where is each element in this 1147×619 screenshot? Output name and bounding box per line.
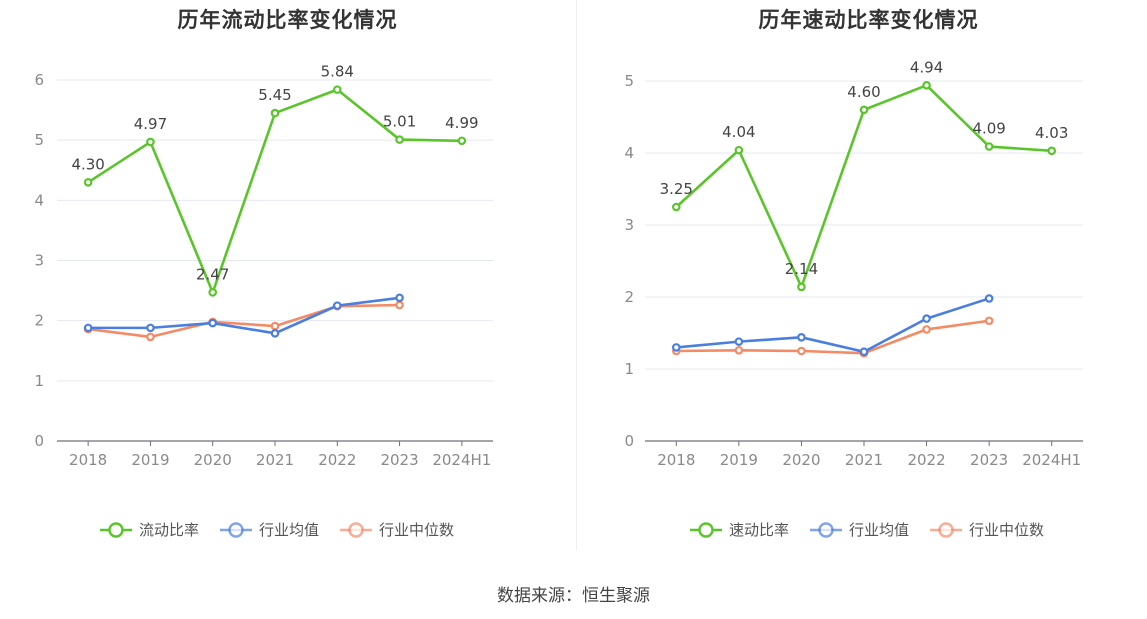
data-label: 4.09 — [972, 120, 1005, 138]
y-tick-label: 2 — [34, 312, 44, 330]
data-point — [734, 145, 744, 155]
y-tick-label: 5 — [624, 72, 634, 90]
data-point — [797, 282, 806, 292]
x-tick-label: 2020 — [194, 451, 232, 469]
legend-swatch-marker — [698, 522, 714, 538]
data-source-note: 数据来源：恒生聚源 — [497, 586, 650, 606]
data-point — [922, 325, 931, 334]
x-tick-label: 2021 — [845, 451, 883, 469]
data-label: 4.99 — [445, 114, 478, 132]
chart-panel-current-ratio: 历年流动比率变化情况 0 1 2 3 4 5 6 2018 2019 2020 2021 2022 20… — [0, 0, 575, 560]
data-label: 5.01 — [383, 113, 416, 131]
y-tick-label: 5 — [34, 131, 44, 149]
x-tick-label: 2023 — [970, 451, 1008, 469]
y-tick-label: 1 — [34, 372, 44, 390]
data-point — [395, 293, 404, 303]
data-label: 4.94 — [910, 58, 943, 76]
data-point — [797, 333, 806, 342]
legend-label: 行业均值 — [849, 521, 909, 539]
data-point — [270, 329, 280, 338]
data-point — [859, 105, 869, 115]
x-tick-label: 2018 — [69, 451, 107, 469]
y-tick-label: 0 — [624, 432, 634, 450]
y-tick-label: 2 — [624, 288, 634, 306]
data-point — [859, 347, 869, 357]
legend-label: 行业均值 — [259, 521, 319, 539]
y-tick-label: 4 — [624, 144, 634, 162]
data-point — [208, 288, 218, 297]
data-point — [1047, 146, 1057, 156]
legend-swatch-marker — [938, 522, 954, 538]
legend-swatch-marker — [228, 522, 244, 538]
data-point — [146, 323, 155, 333]
data-label: 5.45 — [258, 86, 291, 104]
legend-swatch-marker — [818, 522, 834, 538]
x-tick-label: 2021 — [256, 451, 294, 469]
data-point — [671, 202, 681, 212]
legend-label: 速动比率 — [729, 521, 789, 539]
data-point — [457, 136, 467, 146]
data-point — [270, 321, 280, 331]
data-point — [208, 318, 218, 328]
data-point — [734, 337, 744, 346]
data-point — [146, 137, 155, 147]
panel-divider — [576, 0, 577, 550]
legend-swatch-marker — [108, 522, 124, 538]
chart-title: 历年流动比率变化情况 — [177, 8, 398, 32]
data-label: 4.60 — [847, 83, 880, 101]
data-point — [83, 323, 93, 333]
data-point — [270, 108, 280, 118]
data-label: 3.25 — [660, 180, 693, 198]
data-point — [922, 314, 931, 323]
x-tick-label: 2023 — [380, 451, 418, 469]
data-label: 4.30 — [71, 155, 104, 173]
data-point — [984, 316, 994, 326]
y-tick-label: 4 — [34, 191, 44, 209]
x-tick-label: 2024H1 — [432, 451, 491, 469]
series-line — [676, 297, 990, 354]
x-tick-label: 2024H1 — [1022, 451, 1081, 469]
data-label: 4.97 — [134, 115, 167, 133]
y-tick-label: 3 — [34, 252, 44, 270]
data-point — [734, 345, 744, 355]
data-point — [984, 142, 994, 151]
data-point — [671, 343, 681, 352]
data-point — [984, 294, 994, 303]
legend-label: 行业中位数 — [969, 521, 1044, 539]
legend-swatch-marker — [348, 522, 364, 538]
series-line — [88, 296, 400, 335]
legend-label: 流动比率 — [139, 521, 199, 539]
chart-svg-quick-ratio: 0 1 2 3 4 5 2018 2019 2020 2021 2022 2023 2024H1 3.25… — [624, 58, 1083, 539]
y-tick-label: 3 — [624, 216, 634, 234]
data-point — [922, 81, 931, 90]
data-label: 5.84 — [321, 63, 354, 81]
x-tick-label: 2019 — [131, 451, 169, 469]
chart-svg-current-ratio: 0 1 2 3 4 5 6 2018 2019 2020 2021 2022 2023 2024H1 4.3… — [34, 63, 493, 539]
data-label: 4.04 — [722, 123, 755, 141]
y-tick-label: 1 — [624, 360, 634, 378]
data-label: 2.14 — [785, 260, 818, 278]
data-point — [395, 135, 404, 144]
data-point — [146, 332, 155, 342]
data-point — [332, 301, 342, 310]
x-tick-label: 2020 — [782, 451, 820, 469]
x-tick-label: 2022 — [318, 451, 356, 469]
data-point — [83, 177, 93, 187]
y-tick-label: 6 — [34, 71, 44, 89]
data-point — [797, 346, 806, 356]
series-line — [87, 303, 400, 339]
data-label: 4.03 — [1035, 124, 1068, 142]
y-tick-label: 0 — [34, 432, 44, 450]
data-point — [332, 85, 342, 94]
series-line — [676, 319, 990, 355]
x-tick-label: 2019 — [720, 451, 758, 469]
x-tick-label: 2022 — [907, 451, 945, 469]
chart-panel-quick-ratio: 历年速动比率变化情况 0 1 2 3 4 5 2018 2019 2020 2021 2022 202… — [590, 0, 1147, 560]
legend-label: 行业中位数 — [379, 521, 454, 539]
chart-title: 历年速动比率变化情况 — [758, 8, 979, 32]
data-point — [395, 300, 404, 310]
data-label: 2.47 — [196, 265, 229, 283]
series-line — [675, 84, 1052, 289]
x-tick-label: 2018 — [657, 451, 695, 469]
